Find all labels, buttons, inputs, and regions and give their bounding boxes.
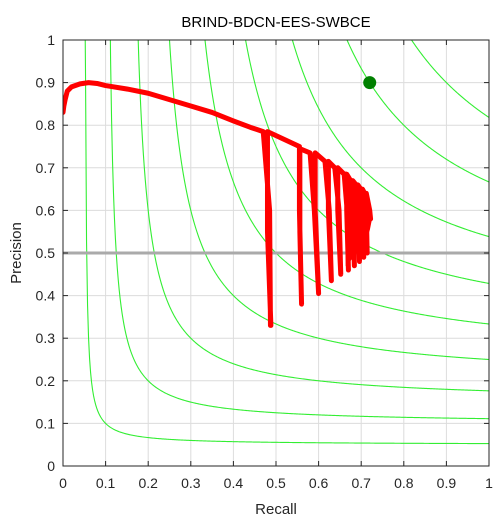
y-tick-label: 0.4 [36, 288, 56, 304]
x-tick-label: 0.6 [309, 475, 329, 491]
y-tick-label: 0.3 [36, 330, 56, 346]
pr-curve-tail-fill [345, 170, 372, 267]
plot-area: 0 0.1 0.2 0.3 0.4 0.5 0.6 0.7 0.8 0.9 1 0 0.1 0.2 0.3 0… [36, 32, 494, 491]
iso-f-curve-0-2 [109, 40, 489, 420]
y-tick-label: 0.1 [36, 415, 56, 431]
iso-f-curve-0-1 [84, 40, 489, 445]
iso-f-curve-0-3 [137, 40, 489, 392]
x-tick-label: 0.4 [224, 475, 244, 491]
x-tick-label: 0.8 [394, 475, 414, 491]
x-tick-label: 0.2 [138, 475, 158, 491]
best-f-point [363, 76, 377, 90]
iso-f-curve-0-8 [346, 40, 489, 183]
x-tick-label: 1 [485, 475, 493, 491]
y-tick-label: 0.8 [36, 117, 56, 133]
x-tick-label: 0 [59, 475, 67, 491]
tick-marks [62, 39, 490, 467]
y-tick-label: 0.9 [36, 75, 56, 91]
y-tick-label: 0.6 [36, 202, 56, 218]
y-tick-label: 1 [47, 32, 55, 48]
x-tick-label: 0.5 [266, 475, 286, 491]
x-tick-label: 0.3 [181, 475, 201, 491]
y-tick-label: 0.5 [36, 245, 56, 261]
x-tick-label: 0.7 [351, 475, 371, 491]
x-axis-label: Recall [255, 501, 297, 518]
y-tick-label: 0.7 [36, 160, 56, 176]
x-tick-label: 0.9 [437, 475, 457, 491]
y-axis-label: Precision [8, 222, 25, 284]
iso-f-curve-0-5 [204, 40, 489, 325]
iso-f-curve-0-7 [291, 40, 489, 238]
y-tick-label: 0 [47, 458, 55, 474]
iso-f-curve-0-9 [410, 40, 489, 118]
y-tick-label: 0.2 [36, 373, 56, 389]
chart-title: BRIND-BDCN-EES-SWBCE [181, 14, 370, 31]
x-tick-label: 0.1 [96, 475, 116, 491]
